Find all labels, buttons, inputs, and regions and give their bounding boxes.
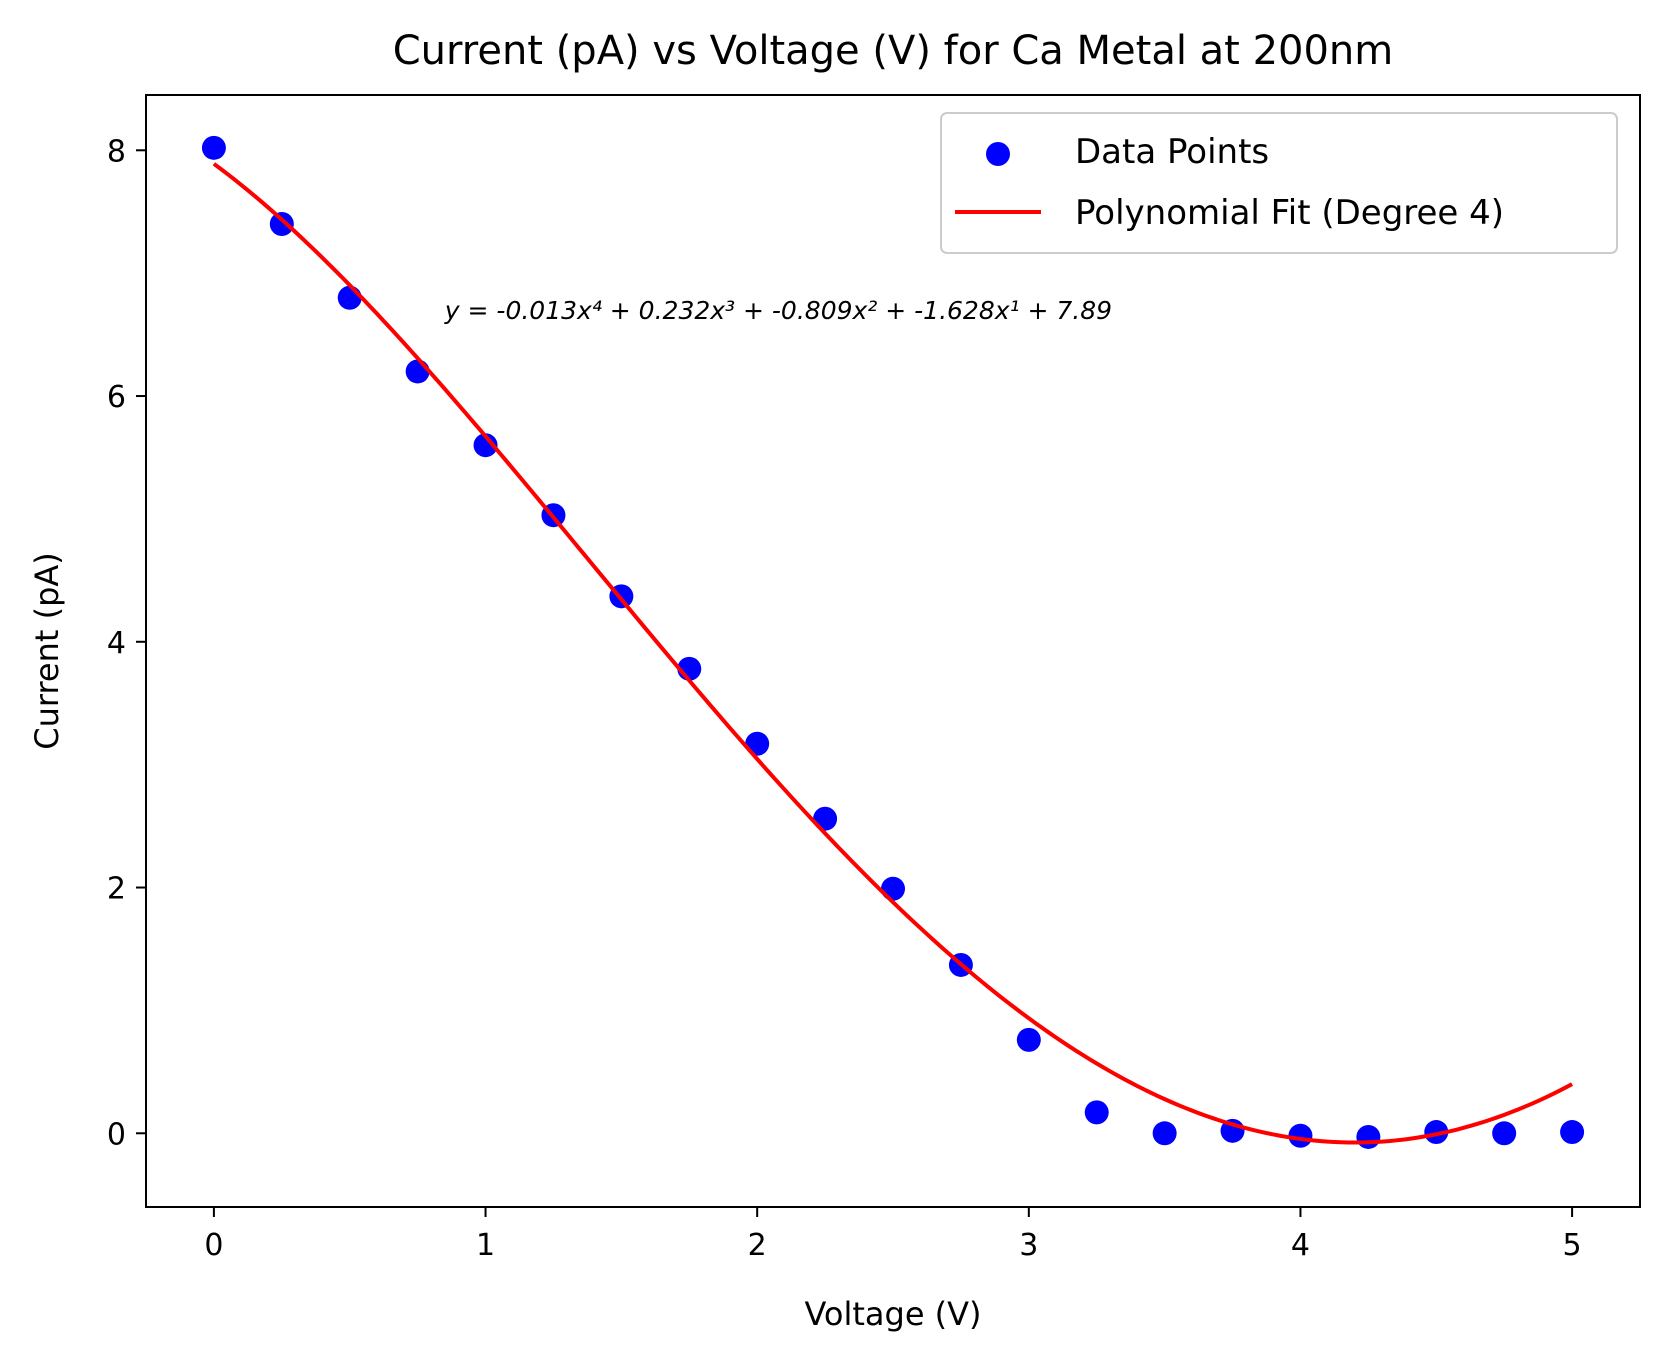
- y-tick-label: 0: [107, 1117, 126, 1152]
- legend-marker-data-points: [986, 142, 1010, 166]
- y-tick-label: 4: [107, 626, 126, 661]
- y-tick-label: 8: [107, 134, 126, 169]
- chart-title: Current (pA) vs Voltage (V) for Ca Metal…: [393, 28, 1394, 74]
- data-point: [337, 285, 362, 310]
- data-point: [1560, 1120, 1585, 1145]
- y-tick-label: 2: [107, 872, 126, 907]
- data-point: [473, 433, 498, 458]
- x-axis: 0 1 2 3 4 5: [204, 1207, 1582, 1263]
- data-point: [1492, 1121, 1517, 1146]
- data-point: [1152, 1121, 1177, 1146]
- data-point: [405, 359, 430, 384]
- y-axis: 0 2 4 6 8: [107, 134, 146, 1152]
- equation-annotation: y = -0.013x⁴ + 0.232x³ + -0.809x² + -1.6…: [444, 296, 1112, 325]
- legend-label-polynomial-fit: Polynomial Fit (Degree 4): [1075, 193, 1504, 233]
- y-tick-label: 6: [107, 380, 126, 415]
- x-tick-label: 5: [1563, 1228, 1582, 1263]
- legend-box: [940, 112, 1618, 254]
- legend-label-data-points: Data Points: [1075, 132, 1269, 172]
- plot-frame: [145, 94, 1641, 1208]
- y-axis-label: Current (pA): [28, 552, 66, 750]
- data-point: [1356, 1124, 1381, 1149]
- data-point: [1016, 1027, 1041, 1052]
- data-point: [269, 212, 294, 237]
- plot-area: [201, 135, 1585, 1149]
- data-point: [1084, 1100, 1109, 1125]
- data-point: [1288, 1123, 1313, 1148]
- legend: Data Points Polynomial Fit (Degree 4): [940, 112, 1618, 254]
- x-tick-label: 4: [1291, 1228, 1310, 1263]
- x-axis-label: Voltage (V): [804, 1295, 981, 1333]
- x-tick-label: 2: [748, 1228, 767, 1263]
- x-tick-label: 1: [476, 1228, 495, 1263]
- data-point: [881, 876, 905, 901]
- x-tick-label: 3: [1019, 1228, 1038, 1263]
- data-point: [1424, 1120, 1449, 1145]
- x-tick-label: 0: [204, 1228, 223, 1263]
- data-point: [201, 135, 226, 160]
- fit-line: [212, 162, 1574, 1145]
